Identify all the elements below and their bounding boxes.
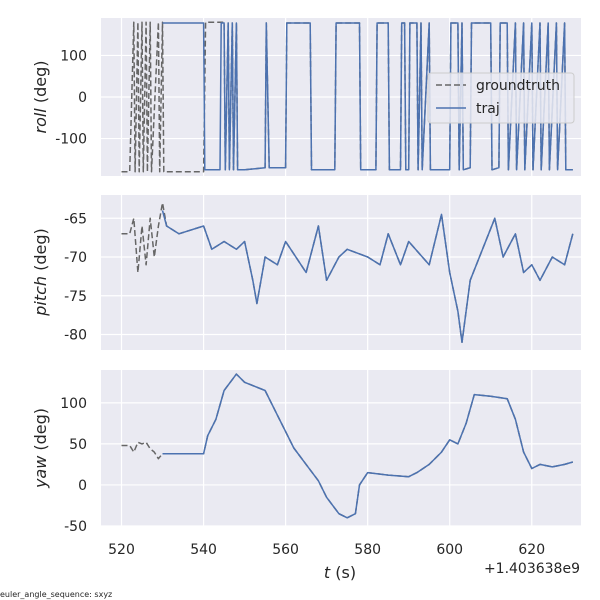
x-tick-label: 600 <box>436 542 463 558</box>
yaw-y-tick-label: 50 <box>69 437 87 453</box>
yaw-plot-background <box>101 370 581 526</box>
euler-sequence-footnote: euler_angle_sequence: sxyz <box>0 590 112 599</box>
pitch-axis-label: pitch (deg) <box>31 228 50 317</box>
x-axis-label: t (s) <box>324 563 356 582</box>
x-tick-label: 620 <box>518 542 545 558</box>
pitch-panel: -65 -70 -75 -80 <box>64 195 581 350</box>
pitch-y-tick-label: -75 <box>64 289 87 305</box>
pitch-y-tick-label: -70 <box>64 250 87 266</box>
legend-groundtruth-label: groundtruth <box>476 78 560 94</box>
x-tick-label: 520 <box>108 542 135 558</box>
pitch-y-tick-label: -65 <box>64 211 87 227</box>
yaw-axis-label: yaw (deg) <box>31 408 50 489</box>
yaw-y-tick-label: -50 <box>64 519 87 535</box>
x-tick-label: 540 <box>190 542 217 558</box>
legend-traj-label: traj <box>476 101 500 117</box>
roll-y-tick-label: 0 <box>78 90 87 106</box>
pitch-y-tick-label: -80 <box>64 328 87 344</box>
x-tick-label: 560 <box>272 542 299 558</box>
yaw-y-tick-label: 100 <box>60 396 87 412</box>
x-offset-label: +1.403638e9 <box>484 561 580 577</box>
yaw-y-tick-label: 0 <box>78 478 87 494</box>
legend: groundtruth traj <box>427 72 575 124</box>
pitch-traj-line <box>161 210 574 344</box>
yaw-panel: 520 540 560 580 600 620 100 50 0 -50 <box>60 370 581 558</box>
roll-axis-label: roll (deg) <box>31 61 50 134</box>
roll-y-tick-label: -100 <box>55 132 87 148</box>
roll-traj-line <box>162 22 573 171</box>
yaw-traj-line <box>162 373 574 519</box>
roll-y-tick-label: 100 <box>60 48 87 64</box>
x-tick-label: 580 <box>354 542 381 558</box>
pitch-plot-background <box>101 195 581 350</box>
